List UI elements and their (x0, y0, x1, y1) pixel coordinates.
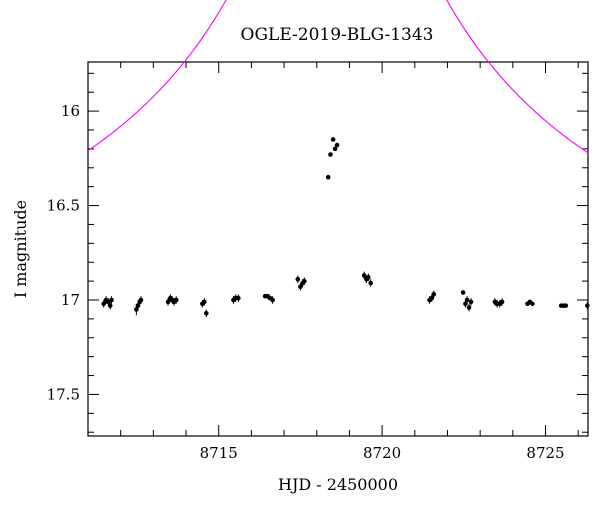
data-point (101, 300, 106, 308)
data-point (109, 296, 114, 304)
point-marker (585, 303, 590, 308)
point-marker (295, 276, 301, 282)
data-point (295, 275, 301, 283)
point-marker (468, 299, 474, 305)
point-marker (173, 297, 179, 303)
x-ticks (87, 62, 579, 436)
point-marker (101, 301, 106, 307)
data-point (298, 283, 303, 291)
data-point (202, 298, 207, 306)
point-marker (270, 297, 275, 303)
y-tick-labels: 16 16.5 17 17.5 (47, 102, 80, 403)
data-point (431, 290, 437, 299)
y-tick-label: 16 (61, 102, 80, 120)
point-marker (366, 275, 371, 280)
point-marker (334, 142, 340, 148)
point-marker (109, 297, 114, 303)
data-point (585, 301, 590, 310)
data-point (468, 298, 474, 306)
point-marker (429, 295, 435, 301)
data-point (368, 279, 373, 287)
point-marker (328, 152, 333, 157)
point-marker (361, 273, 367, 278)
data-point (460, 290, 466, 295)
x-tick-label: 8720 (363, 444, 401, 462)
data-point (302, 277, 307, 285)
point-marker (499, 299, 505, 305)
data-point (334, 142, 340, 148)
point-marker (107, 303, 113, 308)
x-tick-label: 8725 (526, 444, 564, 462)
point-marker (302, 278, 307, 284)
y-tick-label: 17.5 (47, 385, 80, 403)
chart-title: OGLE-2019-BLG-1343 (241, 25, 434, 45)
data-points (101, 137, 590, 317)
data-point (270, 296, 275, 304)
point-marker (466, 305, 472, 310)
data-point (236, 294, 241, 302)
point-marker (165, 299, 171, 305)
data-point (366, 273, 371, 282)
point-marker (563, 303, 569, 308)
point-marker (204, 310, 209, 316)
data-point (332, 146, 338, 152)
data-point (165, 298, 171, 306)
y-tick-label: 17 (61, 291, 80, 309)
data-point (107, 301, 113, 310)
point-marker (530, 301, 535, 307)
point-marker (202, 299, 207, 305)
y-ticks (88, 72, 588, 433)
point-marker (325, 174, 331, 180)
data-point (325, 174, 331, 180)
plot-frame (87, 61, 589, 437)
x-axis-label: HJD - 2450000 (278, 475, 398, 494)
point-marker (464, 297, 470, 303)
point-marker (431, 292, 437, 297)
model-curve (87, 0, 589, 154)
data-point (361, 271, 367, 280)
point-marker (368, 280, 373, 286)
point-marker (330, 137, 336, 142)
data-point (464, 296, 470, 304)
data-point (204, 309, 209, 317)
point-marker (236, 295, 241, 301)
x-tick-labels: 8715 8720 8725 (200, 444, 565, 462)
data-point (563, 303, 569, 308)
data-point (466, 303, 472, 312)
data-point (530, 301, 535, 307)
point-marker (332, 146, 338, 152)
point-marker (138, 297, 144, 303)
point-marker (460, 290, 466, 295)
data-point (328, 152, 333, 157)
x-tick-label: 8715 (200, 444, 238, 462)
point-marker (298, 284, 303, 290)
data-point (330, 137, 336, 142)
data-point (173, 296, 179, 304)
y-axis-label: I magnitude (11, 200, 30, 298)
data-point (429, 294, 435, 302)
data-point (138, 296, 144, 304)
y-tick-label: 16.5 (47, 197, 80, 215)
data-point (499, 298, 505, 306)
